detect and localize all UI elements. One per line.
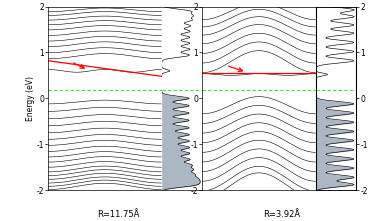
Text: R=3.92Å: R=3.92Å	[263, 210, 301, 219]
Text: R=11.75Å: R=11.75Å	[98, 210, 140, 219]
Y-axis label: Energy (eV): Energy (eV)	[26, 76, 35, 121]
